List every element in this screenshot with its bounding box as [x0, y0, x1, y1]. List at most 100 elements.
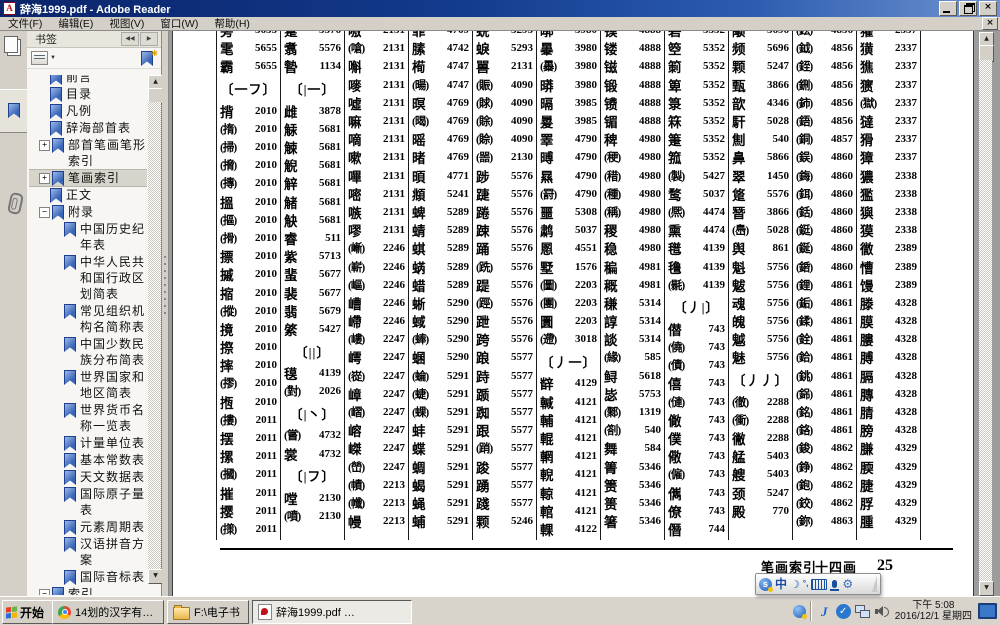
index-cell: 僕 743 [665, 429, 728, 447]
taskbar-button-folder[interactable]: F:\电子书 [167, 600, 249, 624]
bookmark-item[interactable]: 世界货币名称一览表 [29, 402, 147, 434]
scrollbar-track[interactable] [148, 102, 161, 571]
index-cell: 鹜 5037 [665, 185, 728, 203]
index-cell: 裳 4732 [281, 445, 344, 463]
expand-plus-icon[interactable]: + [39, 140, 50, 151]
scroll-down-icon[interactable]: ▼ [148, 569, 163, 584]
menu-item[interactable]: 帮助(H) [214, 18, 250, 30]
ime-microphone-icon[interactable] [830, 580, 840, 591]
bookmarks-panel-tab[interactable] [0, 89, 27, 133]
ime-punctuation-icon[interactable]: °, [802, 579, 809, 588]
index-page-number: 4861 [831, 387, 853, 400]
bookmark-item[interactable]: − 索引 [29, 586, 147, 595]
restore-button[interactable] [959, 1, 977, 16]
index-cell: 鼻 5866 [729, 148, 792, 166]
taskbar-button-pdf[interactable]: 辞海1999.pdf … [252, 600, 412, 624]
menu-item[interactable]: 文件(F) [8, 18, 43, 30]
expand-plus-icon[interactable]: + [39, 173, 50, 184]
index-character: (搚) [220, 160, 237, 173]
minimize-button[interactable] [939, 1, 957, 16]
index-page-number: 2389 [895, 278, 917, 291]
index-cell: 氆 4139 [665, 239, 728, 257]
index-character: 談 [604, 333, 618, 349]
bookmark-item[interactable]: 中华人民共和国行政区划简表 [29, 254, 147, 302]
attachments-panel-icon[interactable] [3, 191, 25, 219]
tray-display-icon[interactable] [978, 603, 997, 619]
index-cell: 嶆 2246 [345, 294, 408, 312]
index-page-number: 2213 [383, 478, 405, 491]
bookmark-item[interactable]: 国际音标表 [29, 569, 147, 585]
tray-clock[interactable]: 下午 5:08 2016/12/1 星期四 [895, 600, 972, 622]
document-close-icon[interactable]: × [982, 17, 998, 30]
bookmark-item[interactable]: − 附录 [29, 204, 147, 220]
index-page-number: 4888 [639, 78, 661, 91]
bookmark-item[interactable]: + 部首笔画笔形索引 [29, 137, 147, 169]
ime-fullwidth-icon[interactable]: ☽ [790, 578, 800, 591]
close-button[interactable]: × [979, 1, 997, 16]
collapse-minus-icon[interactable]: − [39, 589, 50, 595]
bookmark-item[interactable]: 前言 [29, 75, 147, 85]
collapse-panel-button[interactable]: ◀◀ [121, 32, 139, 46]
index-page-number: 4769 [447, 115, 469, 128]
bookmark-item[interactable]: 常见组织机构名简称表 [29, 303, 147, 335]
ime-settings-icon[interactable]: ⚙ [842, 577, 854, 591]
menu-item[interactable]: 编辑(E) [58, 18, 94, 30]
index-page-number: 4122 [575, 522, 597, 535]
start-button[interactable]: 开始 [2, 600, 54, 624]
collapse-minus-icon[interactable]: − [39, 207, 50, 218]
index-character: 踟 [476, 406, 490, 422]
scrollbar-track[interactable] [979, 60, 992, 583]
bookmark-item[interactable]: 基本常数表 [29, 452, 147, 468]
bookmark-item[interactable]: 天文数据表 [29, 469, 147, 485]
index-cell: 觰 5681 [281, 193, 344, 211]
taskbar-button-chrome[interactable]: 14划的汉字有哪些… [52, 600, 164, 624]
tray-app-icon[interactable]: J [820, 603, 828, 619]
ime-collapse-handle[interactable] [872, 576, 877, 592]
menu-item[interactable]: 窗口(W) [160, 18, 199, 30]
ime-language-toggle[interactable]: 中 [775, 577, 788, 591]
pages-panel-icon[interactable] [3, 35, 24, 61]
index-cell: (銛) 4860 [793, 203, 856, 221]
index-page-number: 4862 [831, 460, 853, 473]
bookmark-item[interactable]: 国际原子量表 [29, 486, 147, 518]
tray-volume-icon[interactable] [874, 604, 889, 619]
bookmark-item[interactable]: 辞海部首表 [29, 120, 147, 136]
bookmark-item[interactable]: 中国历史纪年表 [29, 221, 147, 253]
ime-tray-icon[interactable] [792, 604, 807, 619]
index-page-number: 743 [708, 504, 726, 517]
index-character: 徾 [860, 242, 874, 258]
bookmark-item[interactable]: 世界国家和地区简表 [29, 369, 147, 401]
index-character: (蜦) [412, 370, 429, 383]
index-cell: (㡨) 2213 [345, 494, 408, 512]
panel-splitter[interactable] [162, 31, 169, 597]
new-bookmark-icon[interactable]: ✱ [141, 49, 158, 66]
index-cell: (鉶) 4856 [793, 76, 856, 94]
expand-panel-button[interactable]: ▶ [140, 32, 158, 46]
index-cell: 跱 5577 [473, 367, 536, 385]
index-character: 輞 [540, 450, 554, 466]
bookmark-item[interactable]: 目录 [29, 86, 147, 102]
ime-logo-icon[interactable]: s [759, 577, 773, 592]
bookmark-item[interactable]: 元素周期表 [29, 519, 147, 535]
index-character: (摑) [220, 469, 237, 482]
index-character: 踆 [476, 460, 490, 476]
bookmark-item[interactable]: 计量单位表 [29, 435, 147, 451]
bookmark-item[interactable]: 中国少数民族分布简表 [29, 336, 147, 368]
index-character: 馒 [860, 278, 874, 294]
bookmark-item[interactable]: + 笔画索引 [29, 169, 147, 187]
bookmark-item[interactable]: 汉语拼音方案 [29, 536, 147, 568]
index-page-number: 2010 [255, 359, 277, 372]
index-page-number: 2131 [383, 78, 405, 91]
index-character: 氁 [284, 367, 298, 383]
scroll-down-icon[interactable]: ▼ [979, 581, 994, 596]
tray-security-icon[interactable]: ✓ [835, 603, 851, 619]
tray-network-icon[interactable] [854, 604, 870, 619]
ime-keyboard-icon[interactable] [811, 578, 828, 590]
bookmark-item[interactable]: 正文 [29, 187, 147, 203]
index-page-number: 2010 [255, 141, 277, 154]
bookmark-item[interactable]: 凡例 [29, 103, 147, 119]
menu-item[interactable]: 视图(V) [109, 18, 145, 30]
index-page-number: 4328 [895, 387, 917, 400]
index-cell: (毾) 4139 [665, 276, 728, 294]
options-menu-icon[interactable] [31, 51, 48, 65]
